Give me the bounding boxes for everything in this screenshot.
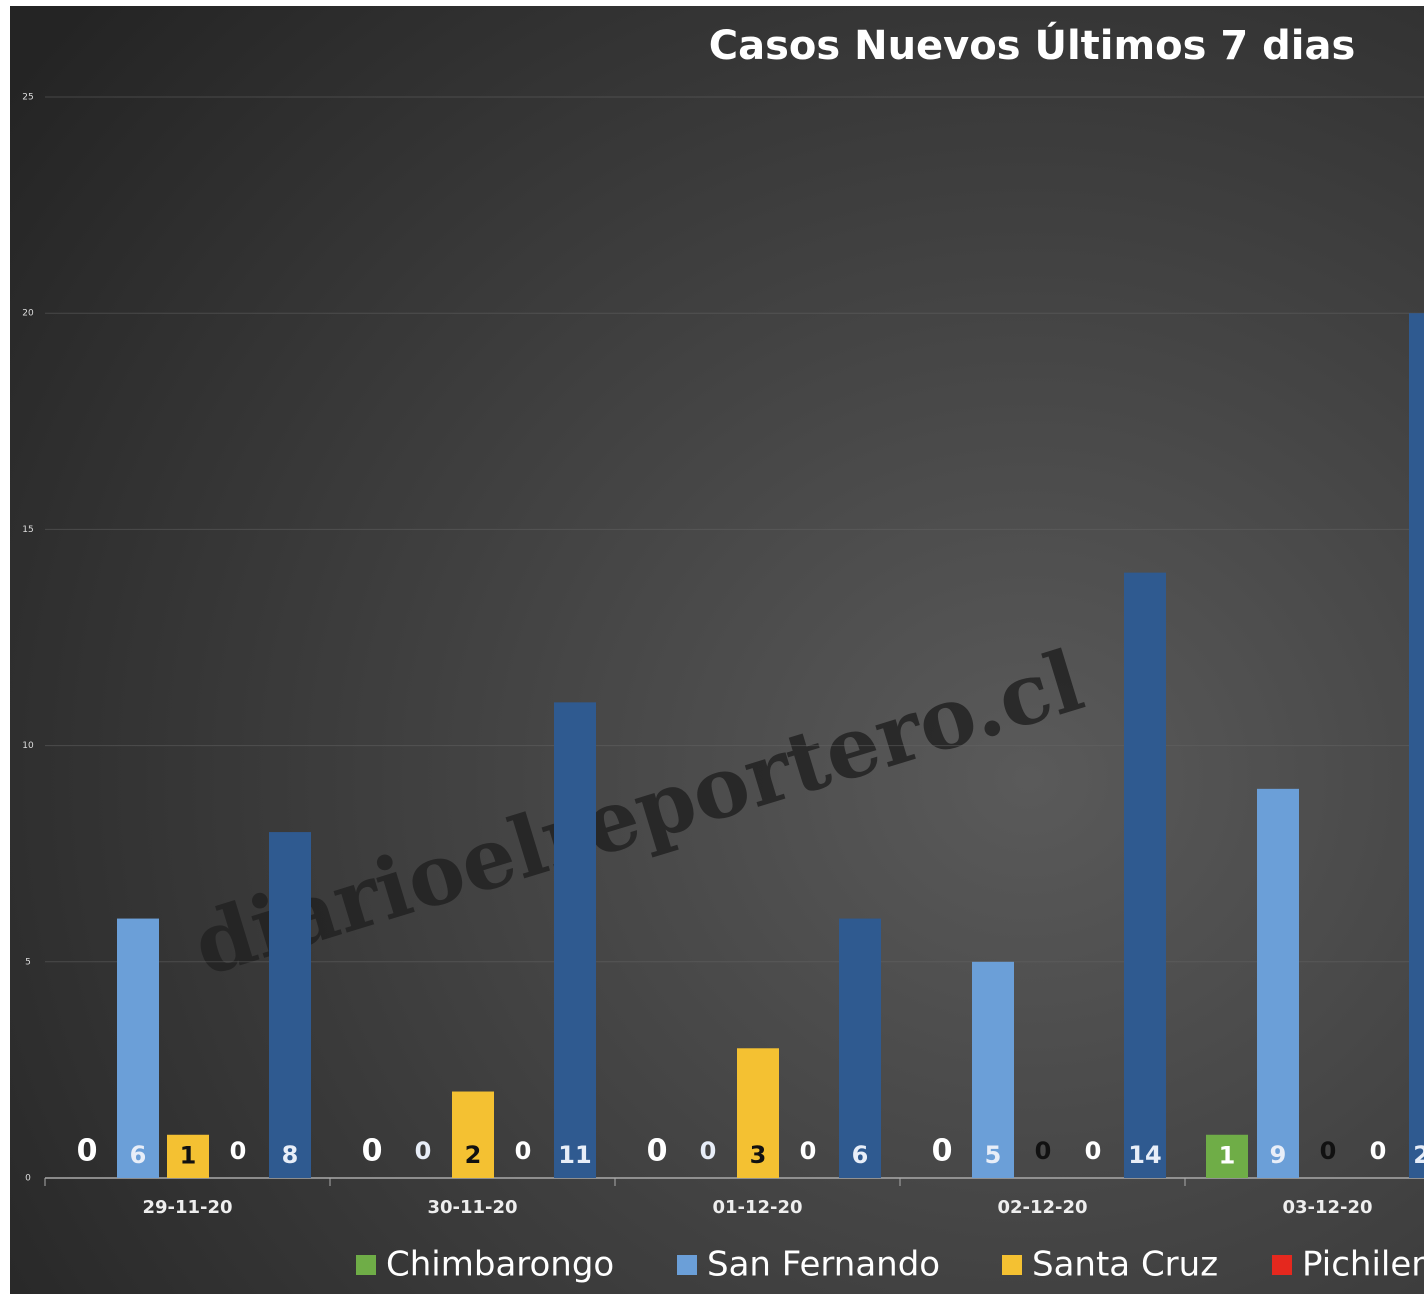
data-label: 0 [415, 1137, 432, 1165]
data-label: 0 [800, 1137, 817, 1165]
data-label: 0 [77, 1134, 98, 1169]
data-label: 1 [180, 1141, 197, 1169]
x-tick-label: 03-12-20 [1282, 1197, 1372, 1218]
data-label: 3 [750, 1141, 767, 1169]
x-tick-label: 29-11-20 [142, 1197, 232, 1218]
data-label: 0 [1370, 1137, 1387, 1165]
data-label: 0 [362, 1134, 383, 1169]
data-label: 0 [1035, 1137, 1052, 1165]
data-label: 5 [985, 1141, 1002, 1169]
y-tick-label: 5 [25, 957, 31, 967]
x-tick-label: 30-11-20 [427, 1197, 517, 1218]
bar [1409, 313, 1424, 1178]
bar [1257, 788, 1299, 1178]
chart-title: Casos Nuevos Últimos 7 dias [709, 21, 1356, 69]
bar [1206, 1134, 1248, 1178]
data-label: 0 [700, 1137, 717, 1165]
bar [972, 961, 1014, 1178]
bar [452, 1091, 494, 1178]
data-label: 0 [1320, 1137, 1337, 1165]
legend-swatch [1272, 1255, 1292, 1275]
bar [839, 918, 881, 1178]
y-tick-label: 0 [25, 1174, 31, 1184]
legend-label: Chimbarongo [386, 1245, 614, 1285]
data-label: 0 [647, 1134, 668, 1169]
data-label: 0 [932, 1134, 953, 1169]
data-label: 0 [1085, 1137, 1102, 1165]
y-tick-label: 20 [22, 309, 34, 319]
bar [737, 1048, 779, 1178]
legend-label: San Fernando [707, 1245, 940, 1285]
data-label: 20 [1413, 1141, 1424, 1169]
y-tick-label: 15 [22, 525, 33, 535]
background [10, 6, 1424, 1294]
bar [1124, 572, 1166, 1178]
data-label: 6 [852, 1141, 869, 1169]
legend-swatch [677, 1255, 697, 1275]
data-label: 8 [282, 1141, 299, 1169]
y-tick-label: 25 [22, 93, 33, 103]
data-label: 2 [465, 1141, 482, 1169]
data-label: 1 [1219, 1141, 1236, 1169]
bar [554, 702, 596, 1178]
legend-swatch [1002, 1255, 1022, 1275]
x-tick-label: 02-12-20 [997, 1197, 1087, 1218]
y-tick-label: 10 [22, 741, 34, 751]
data-label: 11 [558, 1141, 591, 1169]
data-label: 0 [515, 1137, 532, 1165]
legend-label: Pichilemu [1302, 1245, 1424, 1285]
bar [167, 1134, 209, 1178]
legend-label: Santa Cruz [1032, 1245, 1218, 1285]
data-label: 0 [230, 1137, 247, 1165]
x-tick-label: 01-12-20 [712, 1197, 802, 1218]
data-label: 6 [130, 1141, 147, 1169]
legend-swatch [356, 1255, 376, 1275]
bar [269, 832, 311, 1178]
data-label: 14 [1128, 1141, 1161, 1169]
bar [117, 918, 159, 1178]
data-label: 9 [1270, 1141, 1287, 1169]
